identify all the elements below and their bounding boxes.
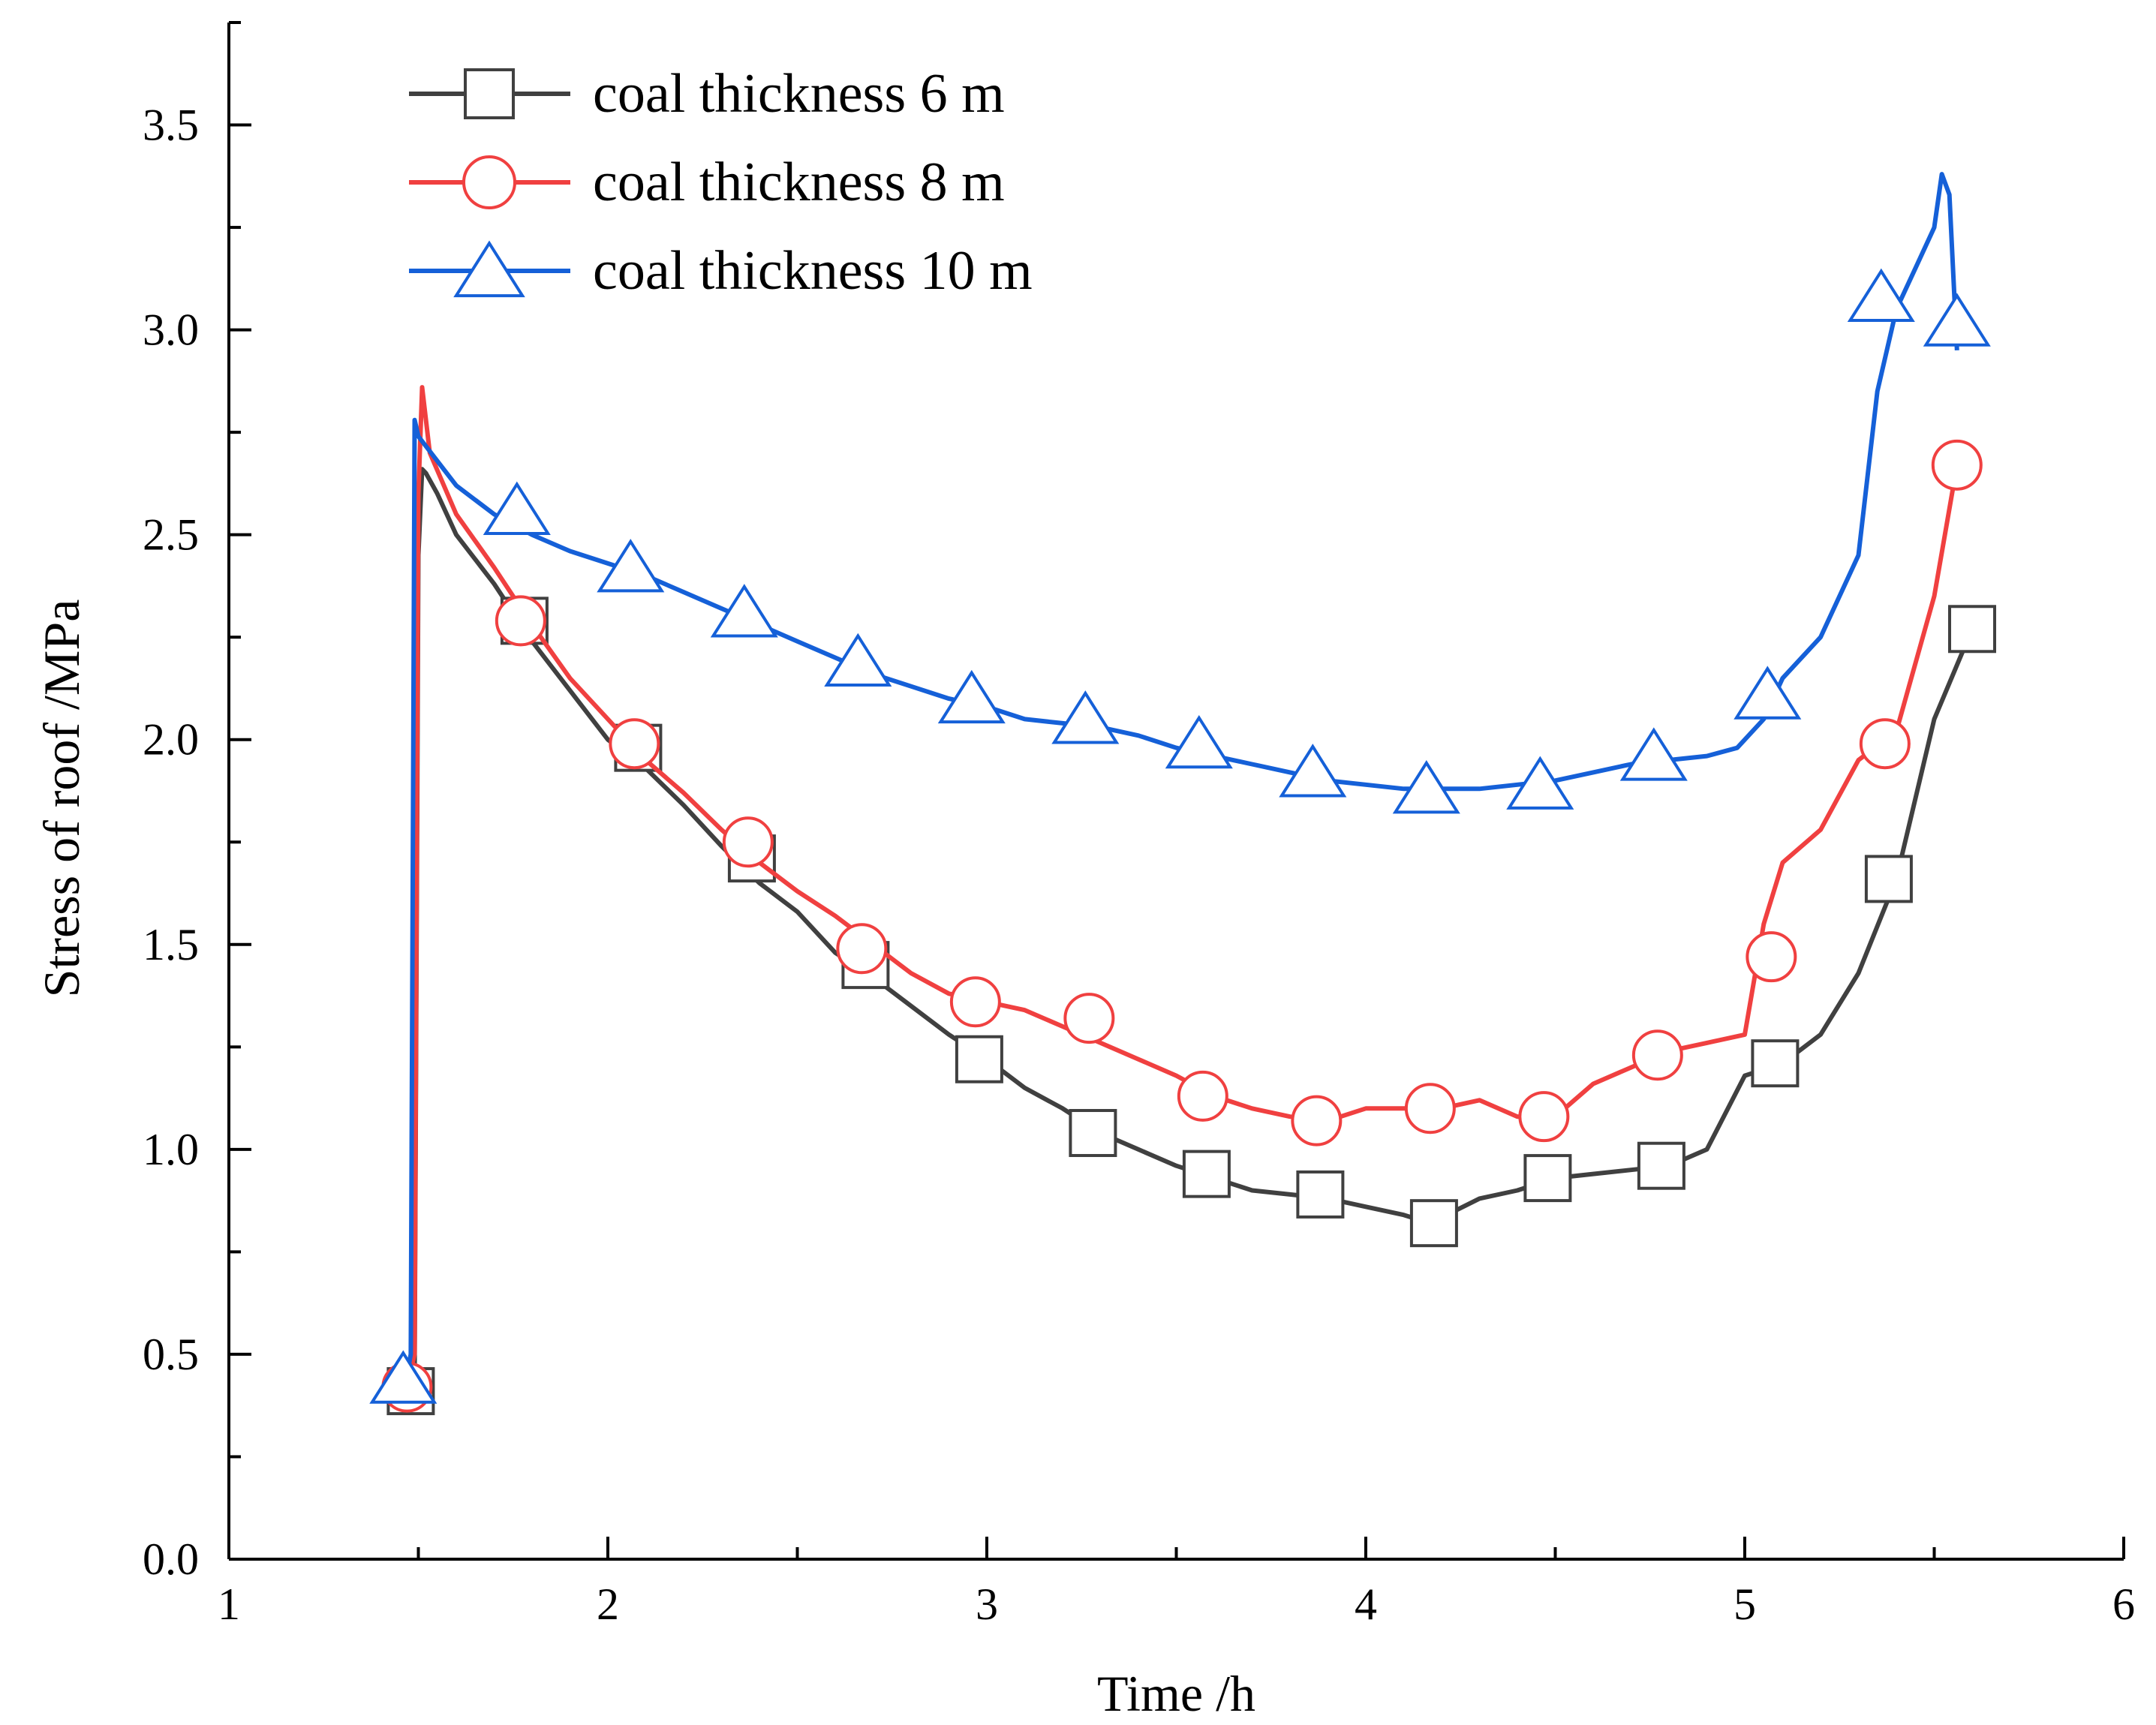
data-point-marker [1165, 714, 1233, 769]
data-point-marker [955, 1035, 1003, 1083]
data-point-marker [1631, 1029, 1683, 1081]
plot-area [369, 172, 1996, 1416]
x-tick-label: 6 [2112, 1579, 2135, 1629]
data-point-marker [710, 584, 778, 638]
legend: coal thickness 6 m coal thickness 8 m coal… [409, 63, 1033, 302]
data-point-marker [1409, 1199, 1458, 1248]
x-tick-label: 3 [976, 1579, 998, 1629]
legend-marker [462, 155, 516, 209]
x-tick-label: 4 [1355, 1579, 1377, 1629]
x-tick-label: 1 [218, 1579, 240, 1629]
data-point-marker [1296, 1170, 1345, 1219]
data-point-marker [1506, 756, 1574, 810]
data-point-marker [1948, 605, 1996, 654]
data-point-marker [369, 1350, 438, 1404]
data-point-marker [1279, 744, 1347, 798]
data-point-marker [1518, 1091, 1570, 1143]
data-point-marker [1069, 1109, 1117, 1158]
data-point-marker [609, 718, 660, 770]
legend-marker [453, 240, 525, 298]
data-point-marker [495, 595, 546, 647]
y-tick-label: 0.0 [143, 1534, 199, 1584]
data-point-marker [1051, 690, 1120, 744]
data-point-marker [1746, 931, 1797, 983]
series-3 [369, 172, 1991, 1404]
y-tick-label: 2.5 [143, 510, 199, 560]
data-point-marker [1063, 993, 1115, 1044]
data-point-marker [1734, 666, 1802, 720]
data-point-marker [949, 976, 1001, 1028]
axes: 1 2 3 4 5 6 0.0 0.5 1.0 1.5 2.0 2.5 3.0 3.5 [143, 21, 2135, 1629]
y-tick-label: 2.0 [143, 715, 199, 765]
legend-label: coal thickness 8 m [593, 152, 1005, 213]
y-tick-label: 1.5 [143, 920, 199, 969]
x-axis-title: Time /h [1097, 1665, 1255, 1722]
data-point-marker [597, 539, 665, 593]
y-axis-title: Stress of roof /MPa [33, 600, 90, 998]
x-tick-label: 5 [1734, 1579, 1756, 1629]
y-tick-label: 3.5 [143, 101, 199, 150]
data-point-marker [1619, 727, 1688, 781]
data-point-marker [1291, 1095, 1343, 1146]
data-point-marker [1923, 293, 1991, 347]
x-tick-label: 2 [597, 1579, 619, 1629]
series-line-1 [408, 467, 1974, 1388]
y-tick-label: 1.0 [143, 1125, 199, 1174]
y-tick-label: 0.5 [143, 1330, 199, 1379]
data-point-marker [722, 816, 774, 868]
series-2 [381, 385, 1983, 1413]
data-point-marker [1859, 718, 1911, 770]
data-point-marker [1637, 1141, 1685, 1190]
series-line-3 [397, 172, 1959, 1389]
legend-marker [464, 68, 515, 119]
data-point-marker [1182, 1149, 1231, 1198]
legend-entry-1: coal thickness 6 m [409, 63, 1005, 125]
data-point-marker [1392, 760, 1460, 814]
y-tick-label: 3.0 [143, 305, 199, 355]
data-point-marker [937, 669, 1006, 724]
data-point-marker [836, 923, 888, 975]
data-point-marker [1751, 1039, 1800, 1088]
legend-label: coal thickness 10 m [593, 240, 1033, 302]
data-point-marker [1864, 855, 1913, 903]
series-line-2 [404, 385, 1959, 1388]
data-point-marker [1847, 268, 1915, 322]
data-point-marker [1523, 1154, 1572, 1203]
legend-label: coal thickness 6 m [593, 63, 1005, 125]
data-point-marker [1177, 1070, 1228, 1122]
data-point-marker [1404, 1083, 1456, 1134]
data-point-marker [483, 481, 551, 535]
data-point-marker [1931, 439, 1983, 491]
legend-entry-3: coal thickness 10 m [409, 240, 1033, 302]
legend-entry-2: coal thickness 8 m [409, 152, 1005, 213]
data-point-marker [824, 633, 892, 687]
